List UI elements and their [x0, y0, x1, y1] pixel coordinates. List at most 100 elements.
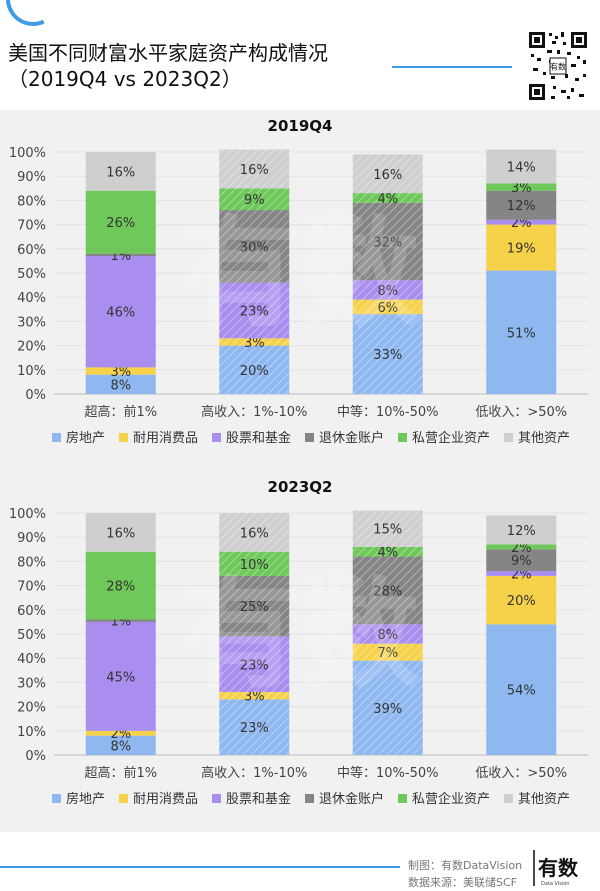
bar-hatch-overlay [219, 699, 290, 755]
y-tick-label: 40% [17, 652, 46, 667]
bar-segment [486, 224, 557, 271]
corner-decoration [0, 0, 68, 34]
svg-text:有数: 有数 [550, 62, 566, 72]
data-label: 16% [240, 163, 269, 178]
bar-hatch-overlay [219, 636, 290, 693]
y-tick-label: 30% [17, 676, 46, 691]
y-tick-label: 20% [17, 701, 46, 716]
bar-hatch-overlay [219, 345, 290, 394]
bar-segment [486, 270, 557, 394]
bar-segment [85, 730, 156, 736]
bar-segment [85, 621, 156, 731]
x-category-label: 中等：10%-50% [337, 404, 438, 420]
y-tick-label: 60% [17, 243, 46, 258]
bar-hatch-overlay [219, 210, 290, 283]
data-label: 8% [110, 739, 131, 754]
bar-segment [486, 624, 557, 755]
bar-segment [85, 735, 156, 755]
bar-segment [486, 183, 557, 191]
data-label: 16% [106, 165, 135, 180]
y-tick-label: 100% [9, 507, 46, 522]
bar-hatch-overlay [219, 338, 290, 346]
watermark: 有数 [180, 205, 420, 344]
bar-segment [486, 219, 557, 225]
y-tick-label: 80% [17, 555, 46, 570]
data-label: 2% [511, 541, 532, 556]
y-tick-label: 70% [17, 219, 46, 234]
chart-2023q2: 2023Q2 0% 10% 20% 30% 40% 50% 60% 70% 80% 90% 100% 8… [9, 478, 588, 807]
data-label: 2% [110, 727, 131, 742]
legend-swatch [504, 433, 513, 442]
y-tick-label: 0% [25, 388, 46, 403]
data-label: 23% [240, 721, 269, 736]
data-label: 28% [373, 584, 402, 599]
qr-code-icon: 有数 [527, 30, 589, 102]
y-tick-label: 70% [17, 580, 46, 595]
data-label: 45% [106, 670, 135, 685]
bar-segment [486, 549, 557, 572]
title-line-2: （2019Q4 vs 2023Q2） [8, 67, 242, 91]
bar-hatch-overlay [219, 149, 290, 189]
legend-swatch [52, 433, 61, 442]
bar-hatch-overlay [352, 202, 423, 281]
x-category-label: 高收入：1%-10% [201, 765, 307, 781]
legend-label: 其他资产 [518, 431, 570, 446]
data-label: 16% [240, 526, 269, 541]
bar-hatch-overlay [219, 513, 290, 552]
bar-segment [85, 374, 156, 394]
chart-title: 2019Q4 [268, 117, 333, 135]
credit-source: 数据来源：美联储SCF [408, 876, 517, 889]
legend-swatch [504, 794, 513, 803]
bar-hatch-overlay [352, 154, 423, 194]
data-label: 39% [373, 702, 402, 717]
legend-label: 其他资产 [518, 792, 570, 807]
title-rule [392, 66, 512, 68]
bar-hatch-overlay [219, 575, 290, 637]
legend-swatch [212, 794, 221, 803]
data-label: 3% [244, 690, 265, 705]
legend-swatch [398, 794, 407, 803]
data-label: 3% [511, 181, 532, 196]
data-label: 9% [244, 193, 265, 208]
data-label: 7% [377, 646, 398, 661]
page-title: 美国不同财富水平家庭资产构成情况 （2019Q4 vs 2023Q2） [8, 40, 328, 92]
y-tick-label: 20% [17, 340, 46, 355]
data-label: 3% [110, 365, 131, 380]
y-tick-label: 10% [17, 364, 46, 379]
legend-label: 私营企业资产 [412, 791, 490, 807]
bar-hatch-overlay [352, 624, 423, 644]
bar-hatch-overlay [352, 643, 423, 661]
legend-swatch [119, 433, 128, 442]
legend-swatch [398, 433, 407, 442]
bar-hatch-overlay [219, 188, 290, 211]
bar-hatch-overlay [352, 556, 423, 625]
y-tick-label: 90% [17, 531, 46, 546]
legend-label: 退休金账户 [319, 430, 384, 446]
data-label: 8% [110, 378, 131, 393]
data-label: 10% [240, 558, 269, 573]
bar-segment [85, 190, 156, 254]
data-label: 32% [373, 236, 402, 251]
footer [0, 832, 600, 891]
bar-segment [85, 253, 156, 257]
data-label: 4% [377, 546, 398, 561]
x-category-label: 超高：前1% [84, 765, 157, 781]
bar-segment [486, 575, 557, 625]
legend-swatch [212, 433, 221, 442]
bar-hatch-overlay [219, 282, 290, 339]
legend-swatch [52, 794, 61, 803]
legend-label: 房地产 [66, 791, 105, 807]
footer-rule [0, 866, 400, 868]
y-tick-label: 40% [17, 291, 46, 306]
data-label: 28% [106, 580, 135, 595]
y-tick-label: 10% [17, 725, 46, 740]
data-label: 20% [240, 364, 269, 379]
chart-title: 2023Q2 [268, 478, 333, 496]
x-category-label: 超高：前1% [84, 404, 157, 420]
bar-hatch-overlay [352, 660, 423, 755]
y-tick-label: 80% [17, 194, 46, 209]
bar-hatch-overlay [219, 692, 290, 700]
header: 美国不同财富水平家庭资产构成情况 （2019Q4 vs 2023Q2） 有数 [0, 0, 600, 110]
data-label: 4% [377, 192, 398, 207]
legend-label: 房地产 [66, 430, 105, 446]
